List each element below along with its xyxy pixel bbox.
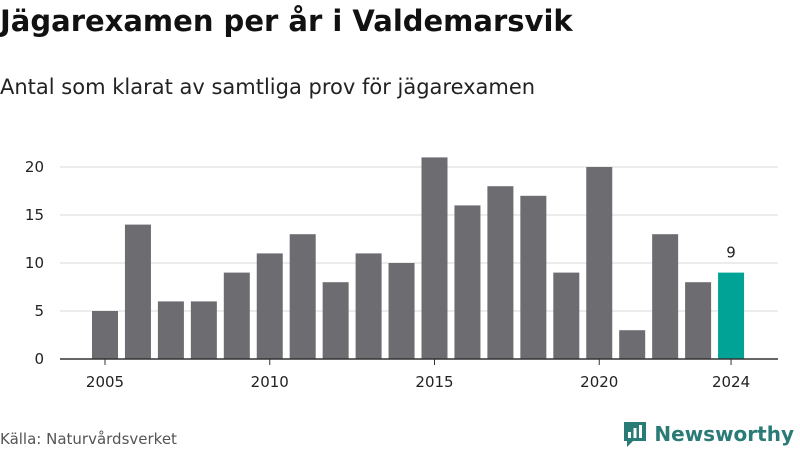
bar-chart-speech-bubble-icon (624, 422, 647, 447)
x-tick-label: 2010 (251, 373, 289, 391)
bar (190, 301, 217, 359)
chart-subtitle: Antal som klarat av samtliga prov för jä… (0, 75, 536, 99)
bar (421, 157, 448, 359)
source-note: Källa: Naturvårdsverket (0, 430, 177, 448)
y-tick-label: 10 (25, 254, 44, 272)
bar (520, 195, 547, 359)
bar (454, 205, 481, 359)
bar (586, 167, 613, 359)
x-tick-label: 2005 (86, 373, 124, 391)
bar (289, 234, 316, 359)
bar (124, 224, 151, 359)
bar (223, 272, 250, 359)
bar (256, 253, 283, 359)
logo-text: Newsworthy (654, 422, 794, 446)
bar (685, 282, 712, 359)
x-tick-label: 2015 (415, 373, 453, 391)
bar (322, 282, 349, 359)
x-tick-label: 2020 (580, 373, 618, 391)
data-label: 9 (726, 244, 736, 262)
newsworthy-logo: Newsworthy (622, 420, 794, 448)
bar (355, 253, 382, 359)
bar (718, 272, 745, 359)
x-tick-label: 2024 (712, 373, 750, 391)
bar (619, 330, 646, 359)
y-tick-label: 0 (34, 350, 44, 368)
bar (553, 272, 580, 359)
bar (92, 311, 118, 359)
bar (388, 263, 415, 359)
y-tick-label: 5 (34, 302, 44, 320)
chart-title: Jägarexamen per år i Valdemarsvik (0, 4, 573, 38)
bar (652, 234, 679, 359)
bar (157, 301, 184, 359)
y-tick-label: 20 (25, 158, 44, 176)
bar (487, 186, 514, 359)
y-tick-label: 15 (25, 206, 44, 224)
